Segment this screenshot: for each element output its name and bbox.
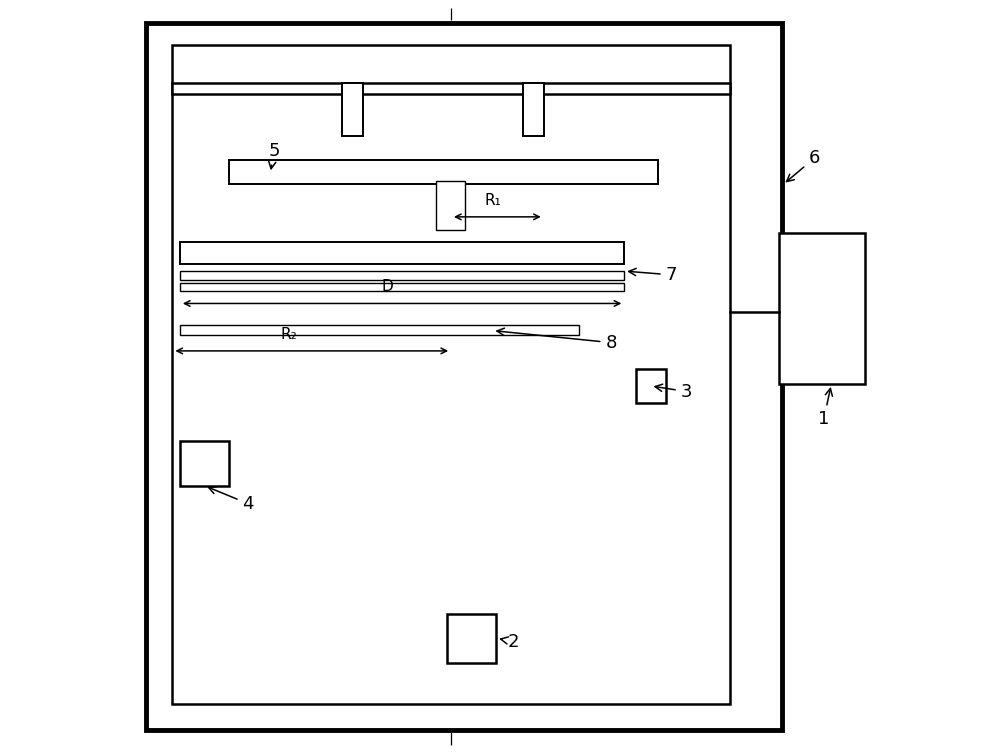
Bar <box>172 45 730 704</box>
Bar <box>436 181 465 230</box>
Bar <box>636 369 666 403</box>
Text: 6: 6 <box>787 149 820 181</box>
Bar <box>523 83 544 136</box>
Text: 2: 2 <box>501 633 519 651</box>
Bar <box>779 233 865 384</box>
Text: R₁: R₁ <box>484 193 501 208</box>
Bar <box>172 83 730 94</box>
Bar <box>180 441 229 486</box>
Text: 3: 3 <box>655 383 692 401</box>
Text: 8: 8 <box>497 328 617 352</box>
Text: 7: 7 <box>629 266 677 284</box>
Bar <box>342 83 363 136</box>
Bar <box>180 325 579 335</box>
Text: 1: 1 <box>818 389 832 428</box>
Bar <box>146 23 782 730</box>
Text: 5: 5 <box>268 142 280 169</box>
Bar <box>229 160 658 184</box>
Text: 4: 4 <box>209 486 254 513</box>
Bar <box>180 271 624 280</box>
Bar <box>180 283 624 291</box>
Bar <box>447 614 496 663</box>
Text: R₂: R₂ <box>281 327 298 342</box>
Bar <box>180 242 624 264</box>
Text: D: D <box>381 279 393 294</box>
